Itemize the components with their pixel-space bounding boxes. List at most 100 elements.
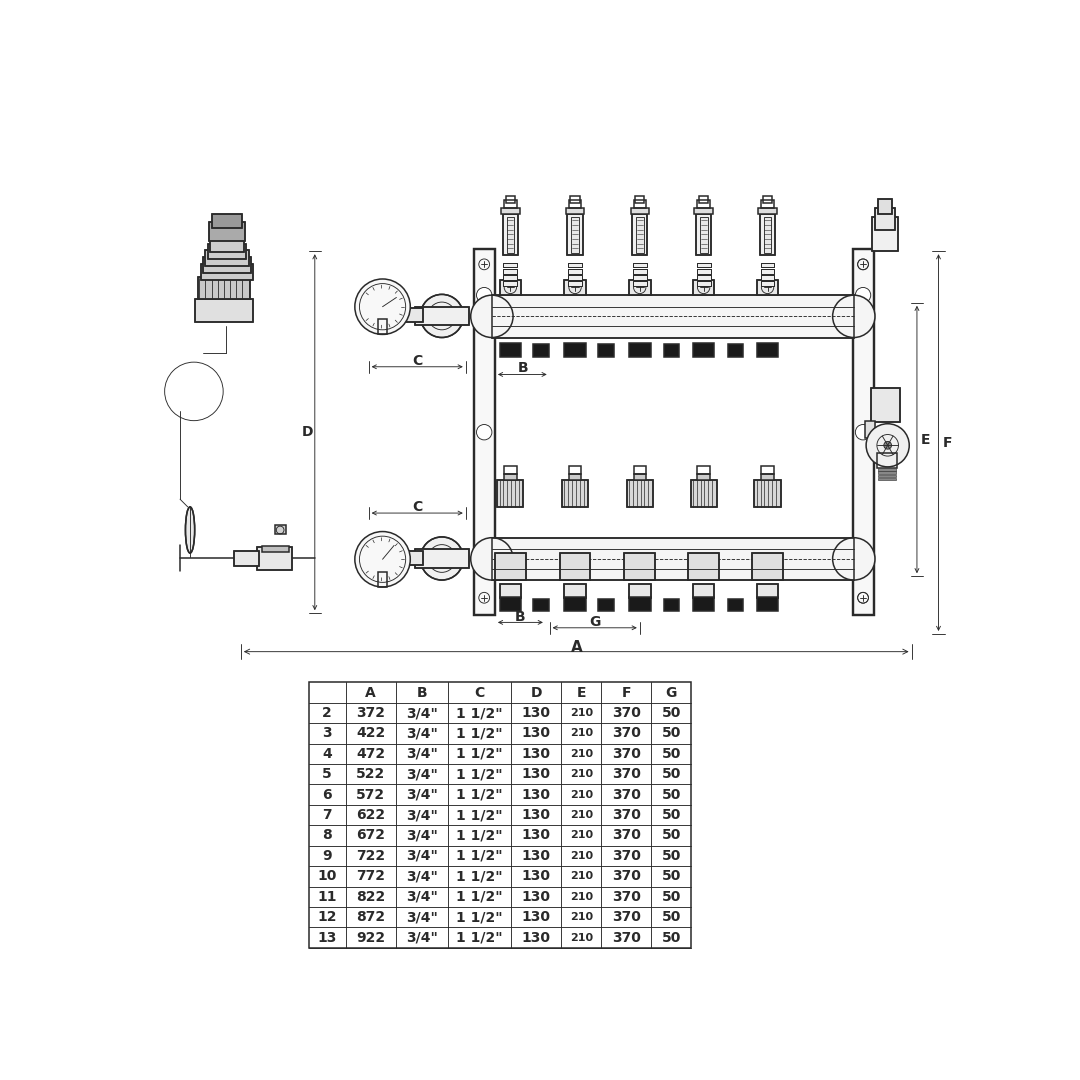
Text: 130: 130 <box>522 727 551 741</box>
Text: 50: 50 <box>662 787 681 801</box>
Bar <box>208 222 245 241</box>
Bar <box>403 308 422 322</box>
Text: 3: 3 <box>322 727 332 741</box>
Bar <box>697 275 711 280</box>
Text: 1 1/2": 1 1/2" <box>456 828 503 842</box>
Bar <box>501 208 519 214</box>
Bar <box>634 474 646 480</box>
Bar <box>500 597 522 611</box>
Text: C: C <box>413 353 422 367</box>
Bar <box>198 278 251 299</box>
Bar <box>693 342 715 356</box>
Bar <box>690 480 717 507</box>
Bar <box>474 249 495 615</box>
Bar <box>211 237 244 252</box>
Text: 472: 472 <box>356 747 386 761</box>
Text: B: B <box>517 362 528 376</box>
Bar <box>568 269 582 273</box>
Text: 2: 2 <box>322 706 332 720</box>
Bar <box>569 467 581 474</box>
Bar <box>503 275 517 280</box>
Text: F: F <box>621 686 631 700</box>
Bar <box>415 550 469 568</box>
Bar <box>503 262 517 268</box>
Text: B: B <box>515 610 526 624</box>
Text: 370: 370 <box>612 706 640 720</box>
Text: 8: 8 <box>322 828 332 842</box>
Bar <box>568 275 582 280</box>
Bar <box>502 214 518 255</box>
Bar <box>415 550 469 568</box>
Text: 210: 210 <box>569 831 593 840</box>
Bar <box>195 299 253 322</box>
Bar <box>562 480 589 507</box>
Bar <box>632 214 647 255</box>
Circle shape <box>855 287 870 302</box>
Ellipse shape <box>833 538 875 580</box>
Bar <box>693 584 715 597</box>
Text: 50: 50 <box>662 706 681 720</box>
Bar <box>567 214 583 255</box>
Bar <box>697 281 711 286</box>
Text: 50: 50 <box>662 828 681 842</box>
Text: 50: 50 <box>662 767 681 781</box>
Text: A: A <box>365 686 376 700</box>
Bar <box>415 307 469 325</box>
Bar <box>624 553 656 580</box>
Text: 210: 210 <box>569 748 593 759</box>
Bar <box>208 222 245 241</box>
Text: 3/4": 3/4" <box>406 747 437 761</box>
Text: E: E <box>577 686 586 700</box>
Text: 522: 522 <box>356 767 386 781</box>
Bar <box>378 571 387 588</box>
Bar <box>633 281 647 286</box>
Text: 130: 130 <box>522 910 551 924</box>
Bar <box>633 269 647 273</box>
Bar <box>569 201 581 208</box>
Text: 50: 50 <box>662 849 681 863</box>
Bar <box>212 214 242 228</box>
Bar <box>760 214 775 255</box>
Circle shape <box>883 442 891 449</box>
Text: 50: 50 <box>662 869 681 883</box>
Bar <box>663 345 679 356</box>
Text: 210: 210 <box>569 810 593 820</box>
Text: 210: 210 <box>569 872 593 881</box>
Bar <box>403 551 422 565</box>
Bar <box>853 249 874 615</box>
Text: 1 1/2": 1 1/2" <box>456 727 503 741</box>
Bar <box>559 553 591 580</box>
Bar <box>309 683 691 948</box>
Circle shape <box>855 557 870 573</box>
Bar <box>635 195 645 203</box>
Text: 822: 822 <box>356 890 386 904</box>
Ellipse shape <box>186 507 194 553</box>
Bar <box>497 480 524 507</box>
Bar <box>504 201 516 208</box>
Bar <box>633 262 647 268</box>
Bar <box>758 208 777 214</box>
Bar <box>491 295 854 337</box>
Text: 130: 130 <box>522 767 551 781</box>
Text: 422: 422 <box>356 727 386 741</box>
Text: 210: 210 <box>569 851 593 861</box>
Bar <box>698 474 710 480</box>
Text: 622: 622 <box>356 808 386 822</box>
Bar <box>693 280 715 295</box>
Bar <box>697 262 711 268</box>
Bar <box>762 195 772 203</box>
Bar <box>568 275 582 280</box>
Text: 3/4": 3/4" <box>406 931 437 945</box>
Text: 872: 872 <box>356 910 386 924</box>
Text: 130: 130 <box>522 706 551 720</box>
Text: 3/4": 3/4" <box>406 869 437 883</box>
Bar <box>632 214 647 255</box>
Text: 50: 50 <box>662 747 681 761</box>
Bar <box>697 269 711 273</box>
Bar <box>728 345 743 356</box>
Text: 370: 370 <box>612 910 640 924</box>
Bar <box>698 201 710 208</box>
Bar <box>878 474 896 477</box>
Text: 1 1/2": 1 1/2" <box>456 767 503 781</box>
Text: 370: 370 <box>612 727 640 741</box>
